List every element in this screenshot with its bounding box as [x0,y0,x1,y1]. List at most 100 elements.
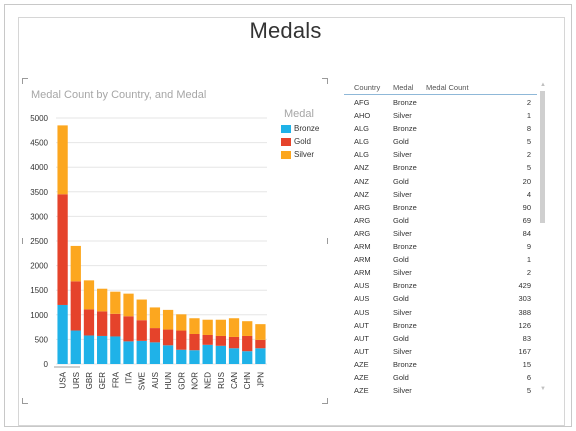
cell-medal: Silver [393,111,412,121]
table-row[interactable]: ALG Silver 2 [344,148,537,161]
column-header-medal[interactable]: Medal [393,83,414,92]
cell-medal-count: 20 [522,176,531,186]
bar-segment-gold [176,330,187,350]
resize-handle-top-right[interactable] [322,78,328,84]
resize-handle-top-left[interactable] [22,78,28,84]
resize-handle-bottom-left[interactable] [22,398,28,404]
x-tick-label: AUS [151,372,160,388]
legend-item-silver[interactable]: Silver [281,148,319,161]
cell-country: ANZ [354,163,369,173]
bar-segment-gold [255,339,266,349]
table-row[interactable]: ANZ Bronze 5 [344,161,537,174]
cell-medal: Bronze [393,163,417,173]
y-tick-label: 3500 [30,188,48,197]
table-row[interactable]: AUS Silver 388 [344,306,537,319]
cell-country: ALG [354,150,370,160]
cell-medal-count: 2 [526,150,531,160]
report-canvas [18,17,565,426]
bar-segment-silver [202,319,213,335]
table-scrollbar[interactable]: ▲ ▼ [539,82,546,392]
y-tick-label: 0 [44,360,49,369]
y-tick-label: 2500 [30,237,48,246]
cell-country: ANZ [354,176,369,186]
table-visual[interactable]: Country Medal Medal Count AFG Bronze 2 AHO S… [344,77,547,400]
cell-medal-count: 429 [518,281,531,291]
legend-item-gold[interactable]: Gold [281,135,319,148]
bar-segment-gold [189,333,200,351]
column-header-medal-count[interactable]: Medal Count [426,83,469,92]
table-row[interactable]: ARM Bronze 9 [344,240,537,253]
table-row[interactable]: ANZ Silver 4 [344,188,537,201]
table-row[interactable]: AHO Silver 1 [344,109,537,122]
cell-medal-count: 167 [518,346,531,356]
cell-medal: Bronze [393,281,417,291]
x-tick-label: GER [98,372,107,390]
resize-handle-right[interactable] [327,238,328,244]
table-row[interactable]: ARM Gold 1 [344,253,537,266]
table-row[interactable]: ALG Bronze 8 [344,122,537,135]
cell-medal: Gold [393,255,409,265]
cell-country: AZE [354,372,369,382]
table-row[interactable]: AZE Bronze 15 [344,358,537,371]
scrollbar-thumb[interactable] [540,91,545,223]
legend-title: Medal [284,108,314,120]
y-tick-label: 500 [35,335,49,344]
cell-medal-count: 8 [526,124,531,134]
table-row[interactable]: AZE Silver 5 [344,384,537,397]
table-row[interactable]: AUT Silver 167 [344,345,537,358]
cell-medal: Gold [393,294,409,304]
table-row[interactable]: ARM Silver 2 [344,266,537,279]
table-row[interactable]: ARG Silver 84 [344,227,537,240]
cell-country: AUS [354,307,370,317]
cell-medal-count: 1 [526,111,531,121]
bar-segment-bronze [57,304,68,364]
cell-country: AUS [354,281,370,291]
legend-label: Silver [294,150,315,159]
cell-country: AFG [354,98,370,107]
bar-segment-gold [70,281,81,331]
table-row[interactable]: AFG Bronze 2 [344,96,537,109]
column-header-country[interactable]: Country [354,83,381,92]
cell-medal: Bronze [393,124,417,134]
bar-segment-bronze [255,348,266,364]
table-row[interactable]: AUS Bronze 429 [344,279,537,292]
resize-handle-left[interactable] [22,238,23,244]
legend-item-bronze[interactable]: Bronze [281,122,319,135]
cell-country: ANZ [354,189,369,199]
scroll-down-arrow-icon[interactable]: ▼ [540,386,546,392]
table-row[interactable]: AZE Gold 6 [344,371,537,384]
chart-visual[interactable] [22,78,328,404]
cell-medal: Bronze [393,320,417,330]
cell-medal: Silver [393,189,412,199]
cell-medal: Silver [393,150,412,160]
scroll-up-arrow-icon[interactable]: ▲ [540,82,546,88]
cell-medal-count: 303 [518,294,531,304]
table-row[interactable]: AUS Gold 303 [344,292,537,305]
bar-segment-gold [136,320,147,341]
table-row[interactable]: ALG Gold 5 [344,135,537,148]
bar-segment-gold [110,313,121,337]
table-header: Country Medal Medal Count [344,82,537,95]
cell-medal: Bronze [393,359,417,369]
cell-country: AHO [354,111,371,121]
x-tick-label: RUS [217,372,226,389]
legend-label: Gold [294,137,311,146]
cell-medal-count: 69 [522,215,531,225]
resize-handle-bottom-right[interactable] [322,398,328,404]
bar-segment-silver [176,314,187,331]
cell-medal: Bronze [393,98,417,107]
legend: Bronze Gold Silver [281,122,319,161]
table-row[interactable]: AUT Bronze 126 [344,319,537,332]
x-tick-label: NED [204,372,213,389]
bar-segment-gold [97,311,108,336]
cell-country: ALG [354,137,370,147]
table-row[interactable]: ARG Gold 69 [344,214,537,227]
cell-medal: Silver [393,268,412,278]
bar-segment-silver [215,319,226,336]
table-row[interactable]: ANZ Gold 20 [344,175,537,188]
table-row[interactable]: AUT Gold 83 [344,332,537,345]
cell-medal-count: 84 [522,228,531,238]
table-row[interactable]: ARG Bronze 90 [344,201,537,214]
y-tick-label: 4500 [30,139,48,148]
bar-segment-silver [136,299,147,321]
